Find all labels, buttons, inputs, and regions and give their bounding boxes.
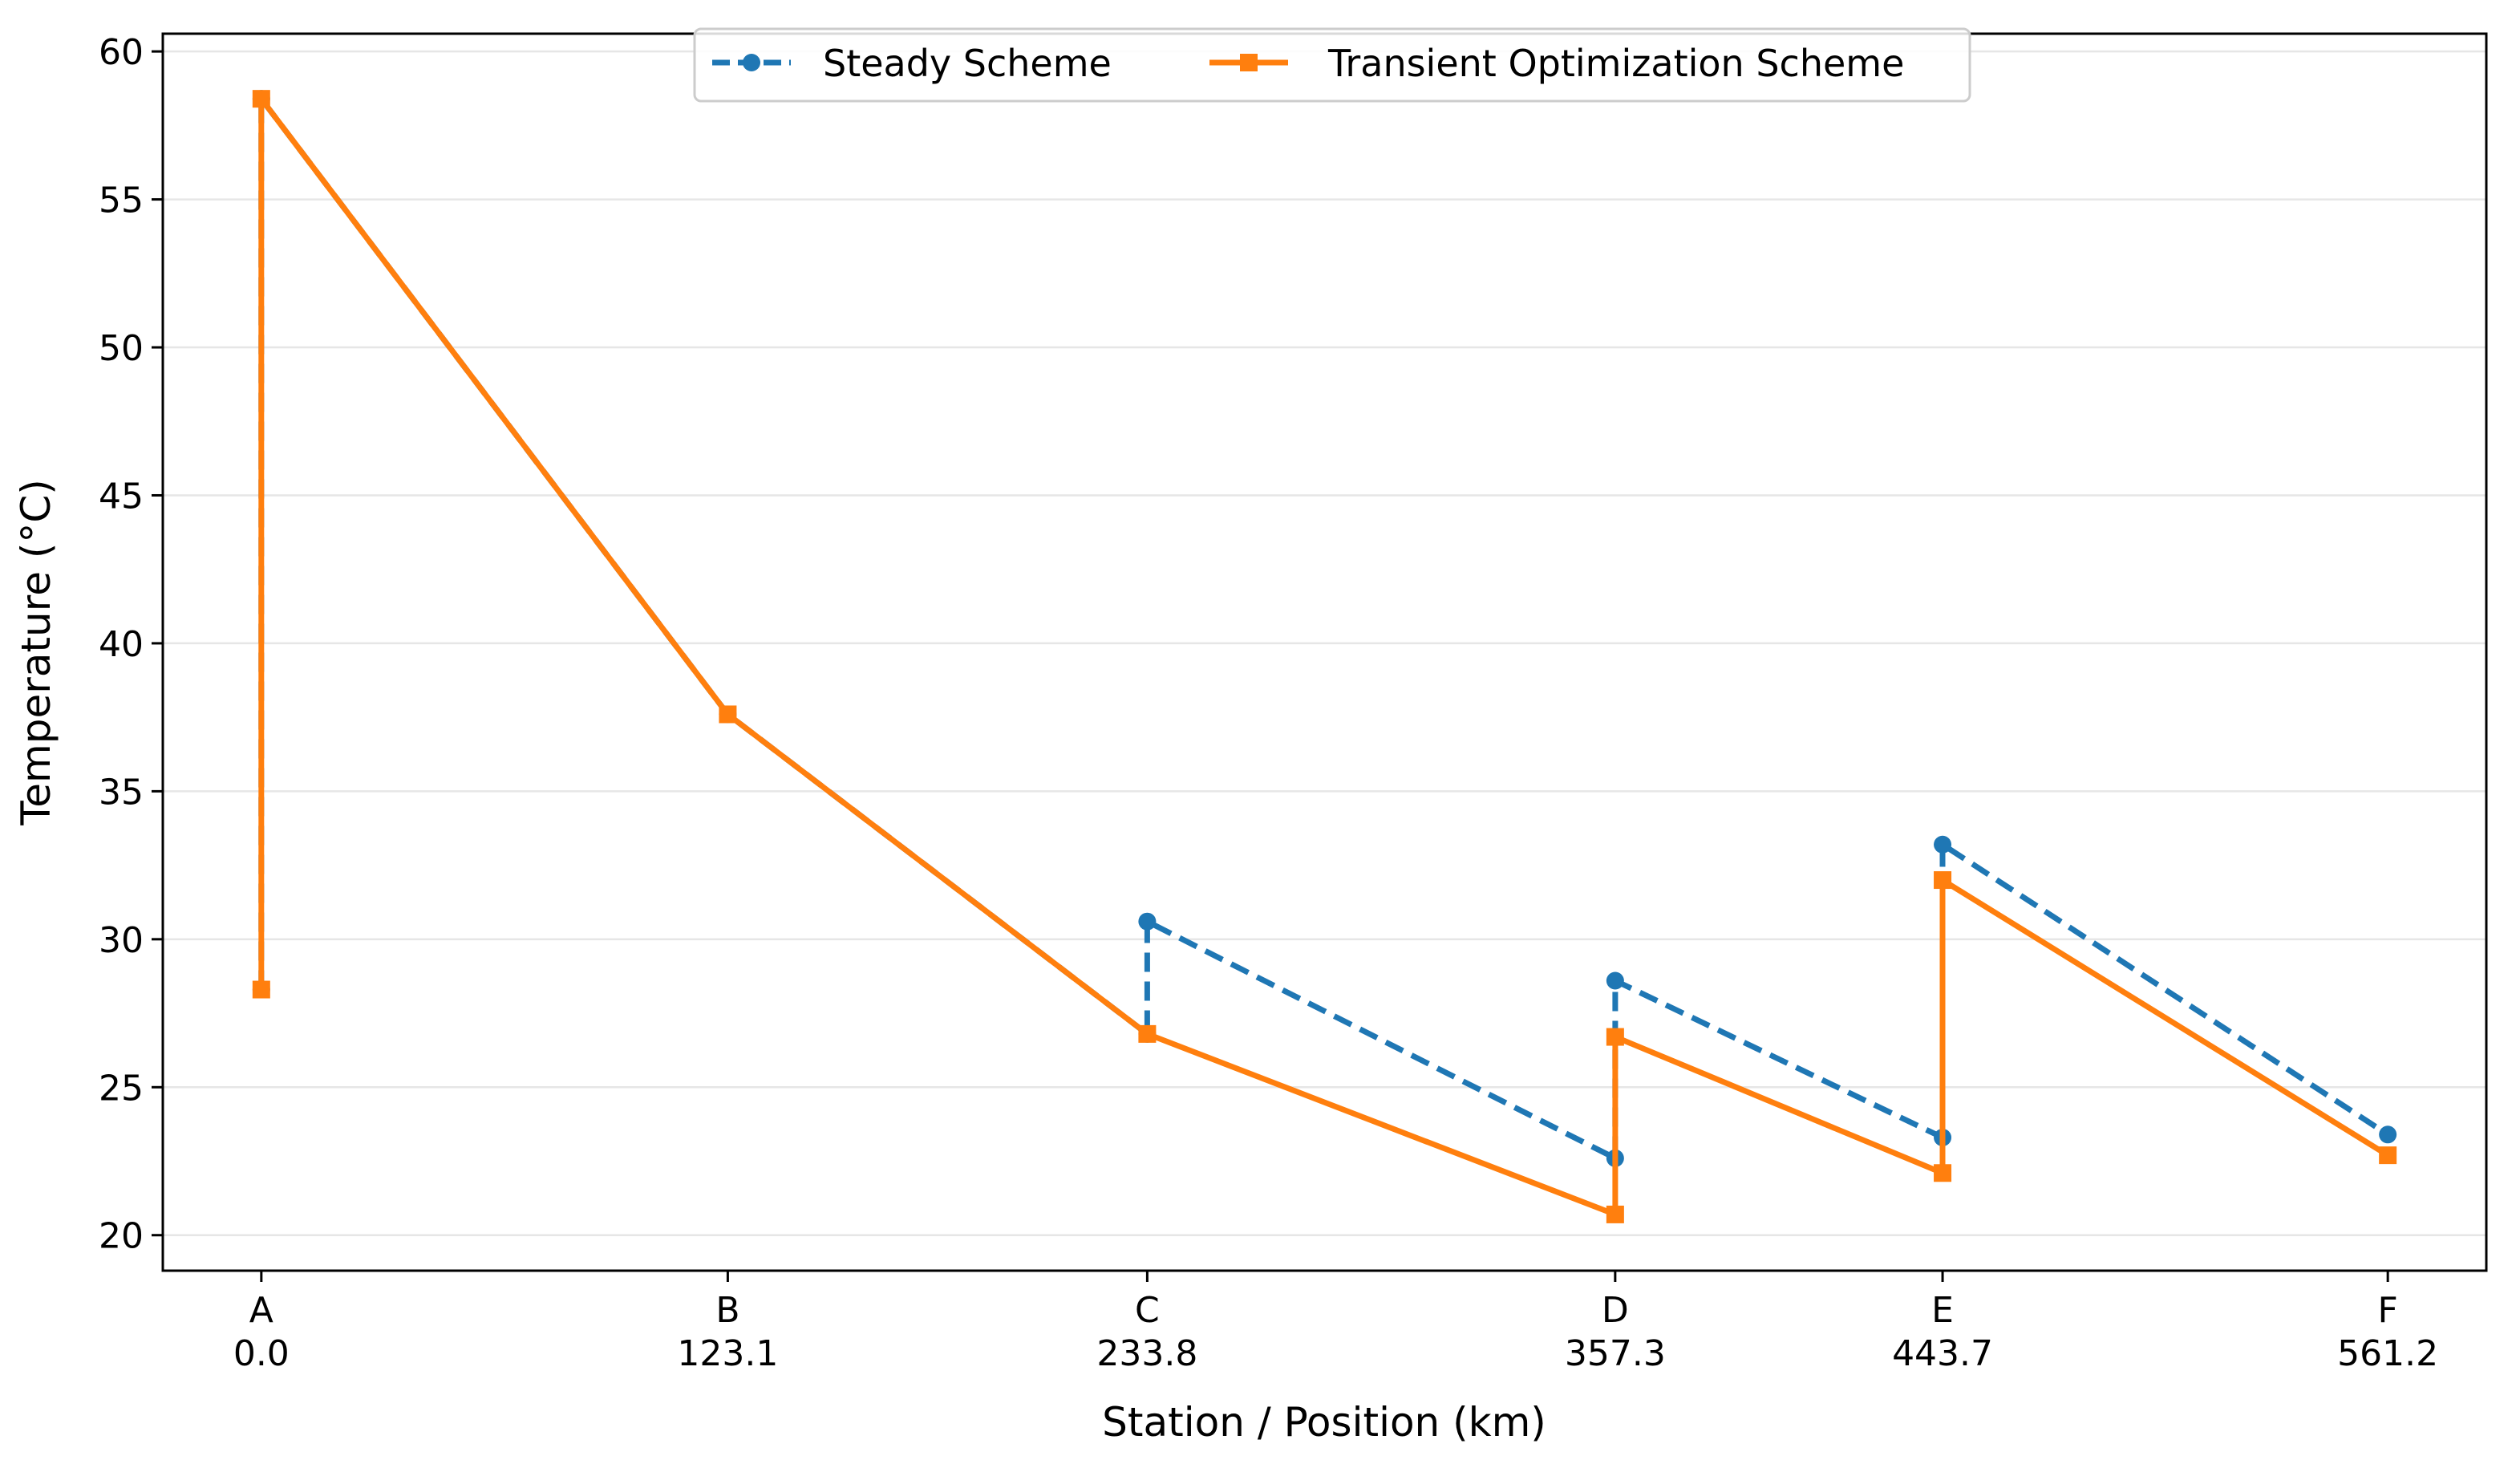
series-transient: [252, 90, 2397, 1223]
legend-marker-transient: [1240, 54, 1258, 71]
x-tick-km-label: 0.0: [233, 1333, 290, 1374]
data-point: [2379, 1146, 2397, 1165]
y-tick-label: 60: [99, 32, 144, 73]
legend-entry-steady: Steady Scheme: [712, 42, 1112, 85]
x-tick-km-label: 443.7: [1892, 1333, 1993, 1374]
legend-label-transient: Transient Optimization Scheme: [1327, 42, 1904, 85]
data-point: [1606, 1028, 1624, 1046]
y-tick-label: 55: [99, 180, 144, 221]
y-tick-label: 35: [99, 772, 144, 813]
x-tick-km-label: 357.3: [1565, 1333, 1666, 1374]
legend-marker-steady: [743, 54, 760, 71]
y-tick-label: 45: [99, 476, 144, 517]
y-tick-label: 50: [99, 328, 144, 369]
y-tick-label: 30: [99, 920, 144, 961]
data-point: [1934, 835, 1952, 854]
data-point: [1606, 1205, 1624, 1223]
x-axis-title: Station / Position (km): [1102, 1399, 1546, 1446]
legend-label-steady: Steady Scheme: [823, 42, 1112, 85]
data-point: [719, 705, 737, 724]
legend-entry-transient: Transient Optimization Scheme: [1209, 42, 1904, 85]
data-point: [1138, 1024, 1157, 1043]
x-tick-km-label: 123.1: [677, 1333, 778, 1374]
series-layer: [252, 90, 2397, 1223]
data-point: [1934, 871, 1952, 890]
data-point: [1138, 912, 1157, 931]
x-tick-station-label: E: [1931, 1290, 1954, 1331]
legend: Steady Scheme Transient Optimization Sch…: [693, 27, 1971, 103]
x-tick-station-label: B: [715, 1290, 739, 1331]
data-point: [1606, 971, 1624, 990]
x-tick-station-label: C: [1135, 1290, 1160, 1331]
y-tick-label: 20: [99, 1216, 144, 1257]
y-tick-label: 40: [99, 624, 144, 665]
data-point: [2379, 1125, 2397, 1144]
x-tick-km-label: 233.8: [1096, 1333, 1197, 1374]
data-point: [252, 980, 270, 999]
x-tick-station-label: A: [249, 1290, 273, 1331]
x-tick-station-label: F: [2378, 1290, 2398, 1331]
y-axis-title: Temperature (°C): [13, 479, 59, 826]
data-point: [252, 90, 270, 108]
x-tick-km-label: 561.2: [2337, 1333, 2438, 1374]
data-point: [1934, 1164, 1952, 1182]
y-tick-label: 25: [99, 1068, 144, 1109]
x-tick-station-label: D: [1602, 1290, 1629, 1331]
y-axis: 20 25 30 35 40 45 50 55 60: [99, 32, 163, 1257]
legend-box: [693, 27, 1971, 103]
